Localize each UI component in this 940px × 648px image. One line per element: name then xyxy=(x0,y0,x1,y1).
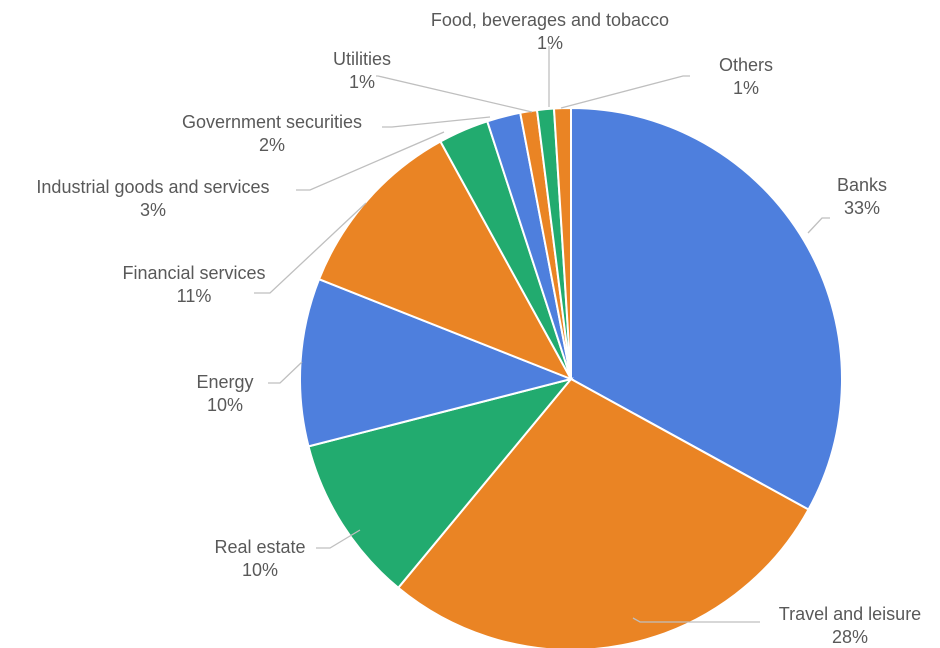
slice-category-label: Banks xyxy=(837,175,887,195)
leader-line xyxy=(296,131,445,191)
slice-category-label: Travel and leisure xyxy=(779,604,921,624)
slice-value-label: 11% xyxy=(177,286,212,306)
leader-line xyxy=(376,75,533,113)
leader-line xyxy=(254,202,367,294)
slice-value-label: 1% xyxy=(349,72,375,92)
slice-value-label: 2% xyxy=(259,135,285,155)
pie-slice-real-estate xyxy=(307,377,574,590)
slice-value-label: 10% xyxy=(242,560,278,580)
leader-line xyxy=(382,116,491,128)
slice-category-label: Real estate xyxy=(214,537,305,557)
slice-category-label: Food, beverages and tobacco xyxy=(431,10,669,30)
pie-slice-energy xyxy=(299,277,575,448)
slice-category-label: Others xyxy=(719,55,773,75)
leader-line xyxy=(316,529,361,549)
leader-line xyxy=(268,361,303,384)
slice-value-label: 10% xyxy=(207,395,243,415)
slice-category-label: Utilities xyxy=(333,49,391,69)
labels-layer: Banks 33% Travel and leisure 28% Real estate… xyxy=(36,10,921,647)
slices-layer xyxy=(299,106,843,648)
slice-value-label: 1% xyxy=(537,33,563,53)
pie-slice-travel-and-leisure xyxy=(396,377,810,648)
leader-line xyxy=(632,617,760,623)
slice-category-label: Industrial goods and services xyxy=(36,177,269,197)
leader-line xyxy=(560,75,690,109)
leader-lines-layer xyxy=(254,46,830,623)
slice-category-label: Government securities xyxy=(182,112,362,132)
slice-value-label: 3% xyxy=(140,200,166,220)
slice-value-label: 28% xyxy=(832,627,868,647)
leader-line xyxy=(807,217,830,234)
slice-value-label: 33% xyxy=(844,198,880,218)
pie-slice-banks xyxy=(570,106,843,511)
slice-category-label: Financial services xyxy=(122,263,265,283)
slice-category-label: Energy xyxy=(196,372,253,392)
slice-value-label: 1% xyxy=(733,78,759,98)
pie-slice-financial-services xyxy=(317,140,574,381)
